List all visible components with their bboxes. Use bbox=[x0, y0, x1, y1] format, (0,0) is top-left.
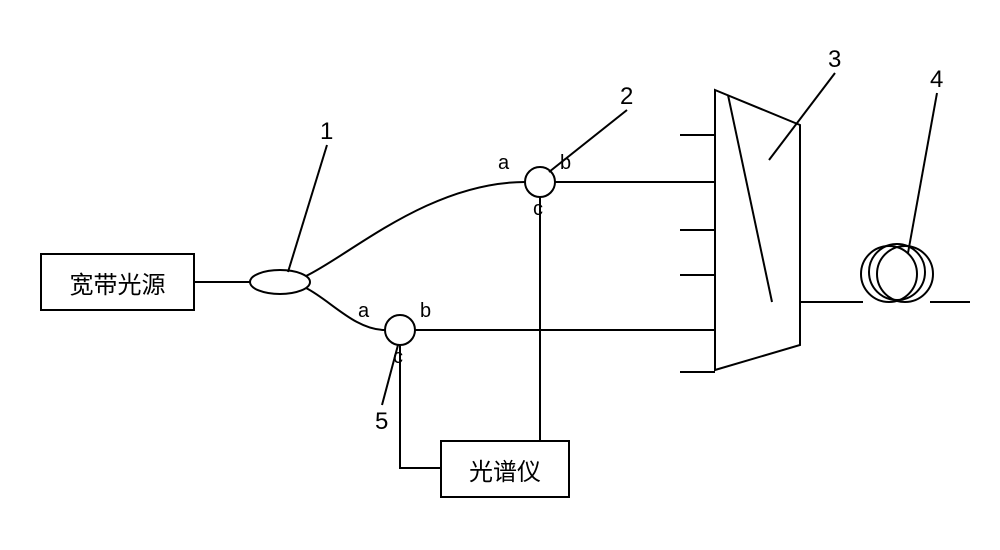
spectrometer-box: 光谱仪 bbox=[440, 440, 570, 498]
broadband-source-box: 宽带光源 bbox=[40, 253, 195, 311]
optical-diagram: 宽带光源 光谱仪 1 2 3 4 5 a b c a b c bbox=[0, 0, 1000, 550]
ref-label-5: 5 bbox=[375, 408, 388, 436]
port-bot-c: c bbox=[393, 346, 403, 369]
ref-label-2: 2 bbox=[620, 83, 633, 111]
port-bot-a: a bbox=[358, 300, 369, 323]
ref-label-4: 4 bbox=[930, 66, 943, 94]
ref-label-3: 3 bbox=[828, 46, 841, 74]
spectrometer-label: 光谱仪 bbox=[469, 452, 541, 487]
broadband-source-label: 宽带光源 bbox=[70, 265, 166, 300]
port-top-b: b bbox=[560, 152, 571, 175]
port-top-a: a bbox=[498, 152, 509, 175]
ref-label-1: 1 bbox=[320, 118, 333, 146]
port-top-c: c bbox=[533, 198, 543, 221]
port-bot-b: b bbox=[420, 300, 431, 323]
